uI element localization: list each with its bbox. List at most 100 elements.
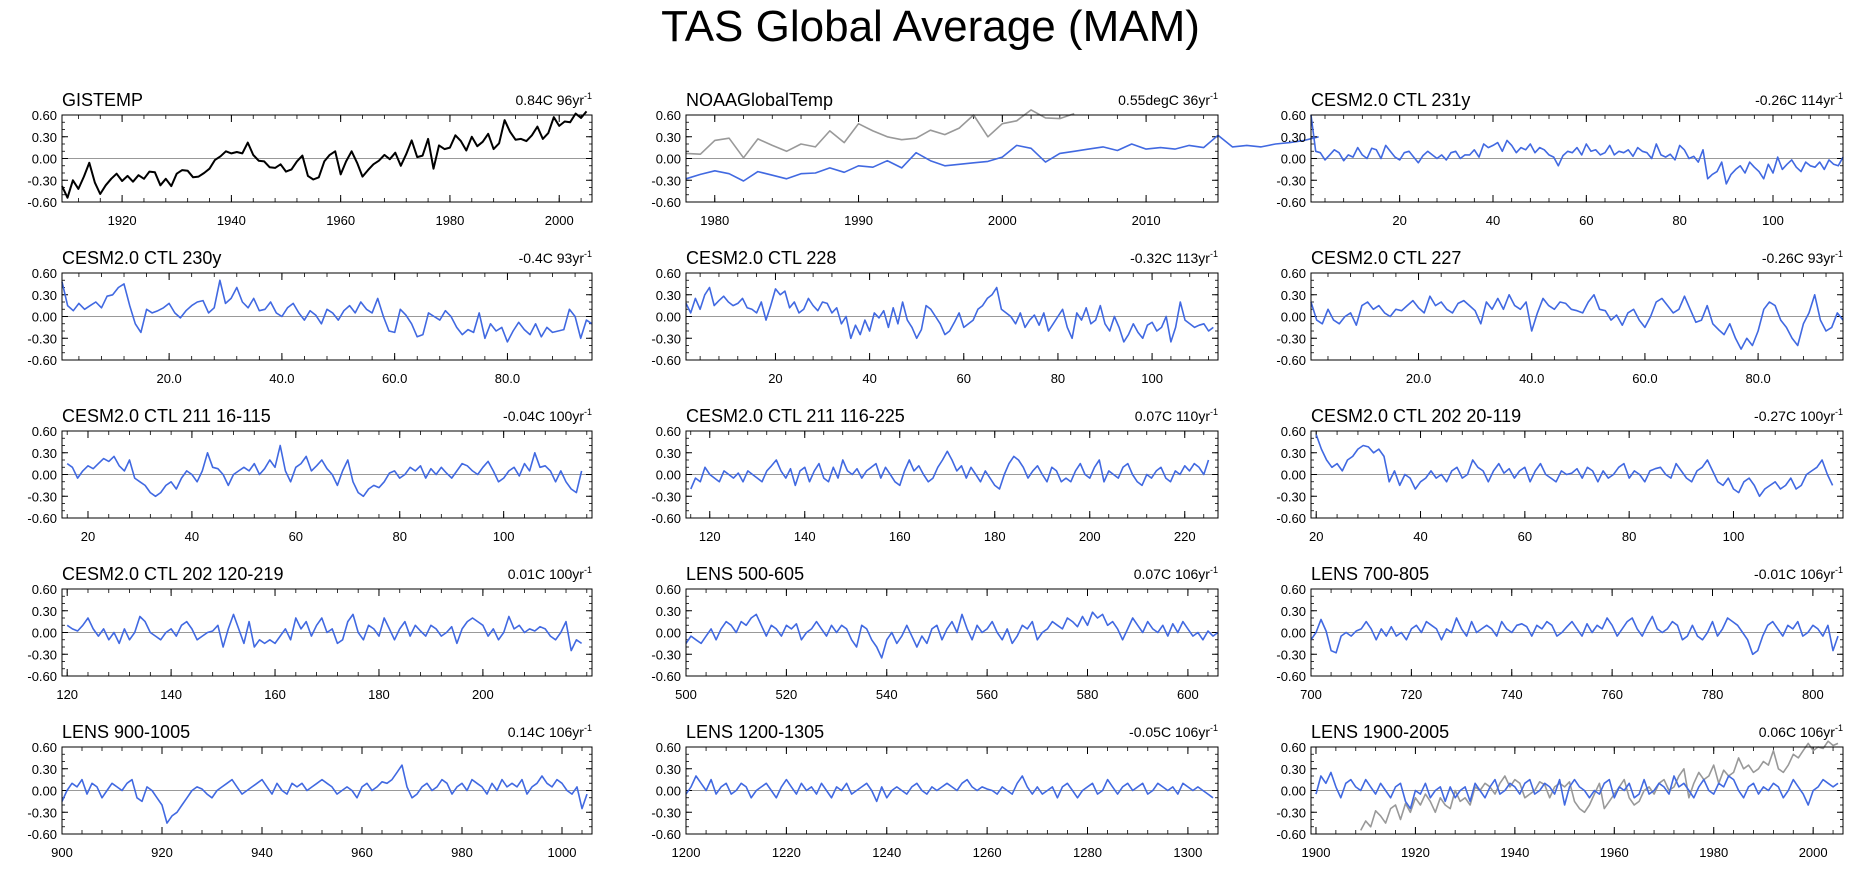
x-tick-label: 1920 (1401, 845, 1430, 860)
y-tick-label: 0.30 (1281, 130, 1306, 145)
y-tick-label: -0.60 (1276, 353, 1306, 368)
x-tick-label: 160 (264, 687, 286, 702)
y-tick-label: 0.60 (32, 582, 57, 597)
x-tick-label: 760 (1601, 687, 1623, 702)
trend-exponent: -1 (1835, 407, 1843, 417)
panel-1: NOAAGlobalTemp 0.55degC 36yr-1 -0.60 -0.30 0… (651, 90, 1319, 228)
panel-title: LENS 700-805 (1311, 564, 1429, 584)
y-tick-label: -0.60 (651, 353, 681, 368)
trend-exponent: -1 (1835, 249, 1843, 259)
y-tick-label: -0.60 (27, 195, 57, 210)
trend-exponent: -1 (584, 91, 592, 101)
x-tick-label: 80.0 (1745, 371, 1770, 386)
trend-text: 0.84C 96yr (516, 92, 585, 108)
y-tick-label: 0.60 (656, 424, 681, 439)
trend-exponent: -1 (584, 249, 592, 259)
x-tick-label: 100 (493, 529, 515, 544)
x-tick-label: 20 (81, 529, 95, 544)
series-model-line (1310, 293, 1844, 350)
panel-13: LENS 1200-1305 -0.05C 106yr-1 -0.60 -0.30 0.… (651, 722, 1219, 860)
trend-exponent: -1 (584, 407, 592, 417)
x-tick-label: 1220 (772, 845, 801, 860)
y-tick-label: 0.60 (656, 740, 681, 755)
trend-text: 0.07C 110yr (1135, 408, 1211, 424)
x-tick-label: 740 (1501, 687, 1523, 702)
series-model-line (1315, 771, 1839, 810)
series-model-line (690, 450, 1210, 490)
plot-frame (1310, 430, 1844, 519)
y-tick-label: 0.00 (1281, 626, 1306, 641)
y-tick-label: 0.30 (32, 446, 57, 461)
trend-exponent: -1 (1210, 91, 1218, 101)
y-tick-label: 0.60 (32, 266, 57, 281)
y-tick-label: 0.30 (656, 604, 681, 619)
x-tick-label: 980 (451, 845, 473, 860)
y-tick-label: -0.60 (651, 669, 681, 684)
panel-title: NOAAGlobalTemp (686, 90, 833, 110)
panel-10: LENS 500-605 0.07C 106yr-1 -0.60 -0.30 0.00 0… (651, 564, 1219, 702)
y-tick-label: 0.00 (656, 626, 681, 641)
plot-frame (685, 430, 1219, 519)
y-tick-label: 0.60 (1281, 582, 1306, 597)
trend-label: -0.01C 106yr-1 (1754, 565, 1843, 582)
panel-8: CESM2.0 CTL 202 20-119 -0.27C 100yr-1 -0.6… (1276, 406, 1844, 544)
x-tick-label: 520 (776, 687, 798, 702)
x-tick-label: 2000 (988, 213, 1017, 228)
trend-label: 0.84C 96yr-1 (516, 91, 593, 108)
plot-frame (685, 746, 1219, 835)
x-tick-label: 20.0 (156, 371, 181, 386)
x-tick-label: 100 (1762, 213, 1784, 228)
x-tick-label: 80 (1051, 371, 1065, 386)
y-tick-label: -0.60 (651, 195, 681, 210)
plot-frame (61, 430, 593, 519)
plot-frame (1310, 588, 1844, 677)
x-tick-label: 200 (472, 687, 494, 702)
y-tick-label: -0.30 (651, 173, 681, 188)
y-tick-label: 0.30 (32, 288, 57, 303)
panel-2: CESM2.0 CTL 231y -0.26C 114yr-1 -0.60 -0.30… (1276, 90, 1844, 228)
x-tick-label: 1980 (1699, 845, 1728, 860)
plot-frame (1310, 272, 1844, 361)
x-tick-label: 1000 (548, 845, 577, 860)
x-tick-label: 580 (1077, 687, 1099, 702)
panel-title: CESM2.0 CTL 202 20-119 (1311, 406, 1521, 426)
trend-text: 0.01C 100yr (508, 566, 585, 582)
x-tick-label: 200 (1079, 529, 1101, 544)
figure-title: TAS Global Average (MAM) (661, 2, 1200, 51)
series-model-line (1315, 434, 1834, 498)
y-tick-label: 0.30 (32, 130, 57, 145)
x-tick-label: 1260 (973, 845, 1002, 860)
y-tick-label: 0.00 (656, 310, 681, 325)
panel-0: GISTEMP 0.84C 96yr-1 -0.60 -0.30 0.00 0.30 0.6… (27, 90, 593, 228)
panel-12: LENS 900-1005 0.14C 106yr-1 -0.60 -0.30 0.00… (27, 722, 593, 860)
panel-title: CESM2.0 CTL 231y (1311, 90, 1470, 110)
y-tick-label: 0.00 (32, 468, 57, 483)
trend-exponent: -1 (584, 565, 592, 575)
trend-text: -0.01C 106yr (1754, 566, 1835, 582)
trend-text: -0.05C 106yr (1129, 724, 1210, 740)
series-model-line (1310, 114, 1844, 185)
panel-title: LENS 1900-2005 (1311, 722, 1449, 742)
panel-6: CESM2.0 CTL 211 16-115 -0.04C 100yr-1 -0.6… (27, 406, 593, 544)
x-tick-label: 100 (1723, 529, 1745, 544)
y-tick-label: -0.30 (1276, 805, 1306, 820)
x-tick-label: 1960 (326, 213, 355, 228)
panel-title: CESM2.0 CTL 230y (62, 248, 221, 268)
trend-text: -0.04C 100yr (503, 408, 584, 424)
y-tick-label: -0.30 (651, 805, 681, 820)
y-tick-label: 0.00 (32, 152, 57, 167)
x-tick-label: 60 (289, 529, 303, 544)
y-tick-label: 0.00 (32, 626, 57, 641)
trend-label: 0.06C 106yr-1 (1759, 723, 1843, 740)
y-tick-label: 0.00 (1281, 784, 1306, 799)
x-tick-label: 60.0 (1632, 371, 1657, 386)
trend-exponent: -1 (1210, 723, 1218, 733)
x-tick-label: 500 (675, 687, 697, 702)
y-tick-label: 0.60 (656, 266, 681, 281)
panel-title: CESM2.0 CTL 211 116-225 (686, 406, 905, 426)
x-tick-label: 40 (1486, 213, 1500, 228)
series-model-line (685, 286, 1214, 343)
y-tick-label: -0.30 (651, 331, 681, 346)
y-tick-label: -0.30 (1276, 331, 1306, 346)
x-tick-label: 80 (1672, 213, 1686, 228)
